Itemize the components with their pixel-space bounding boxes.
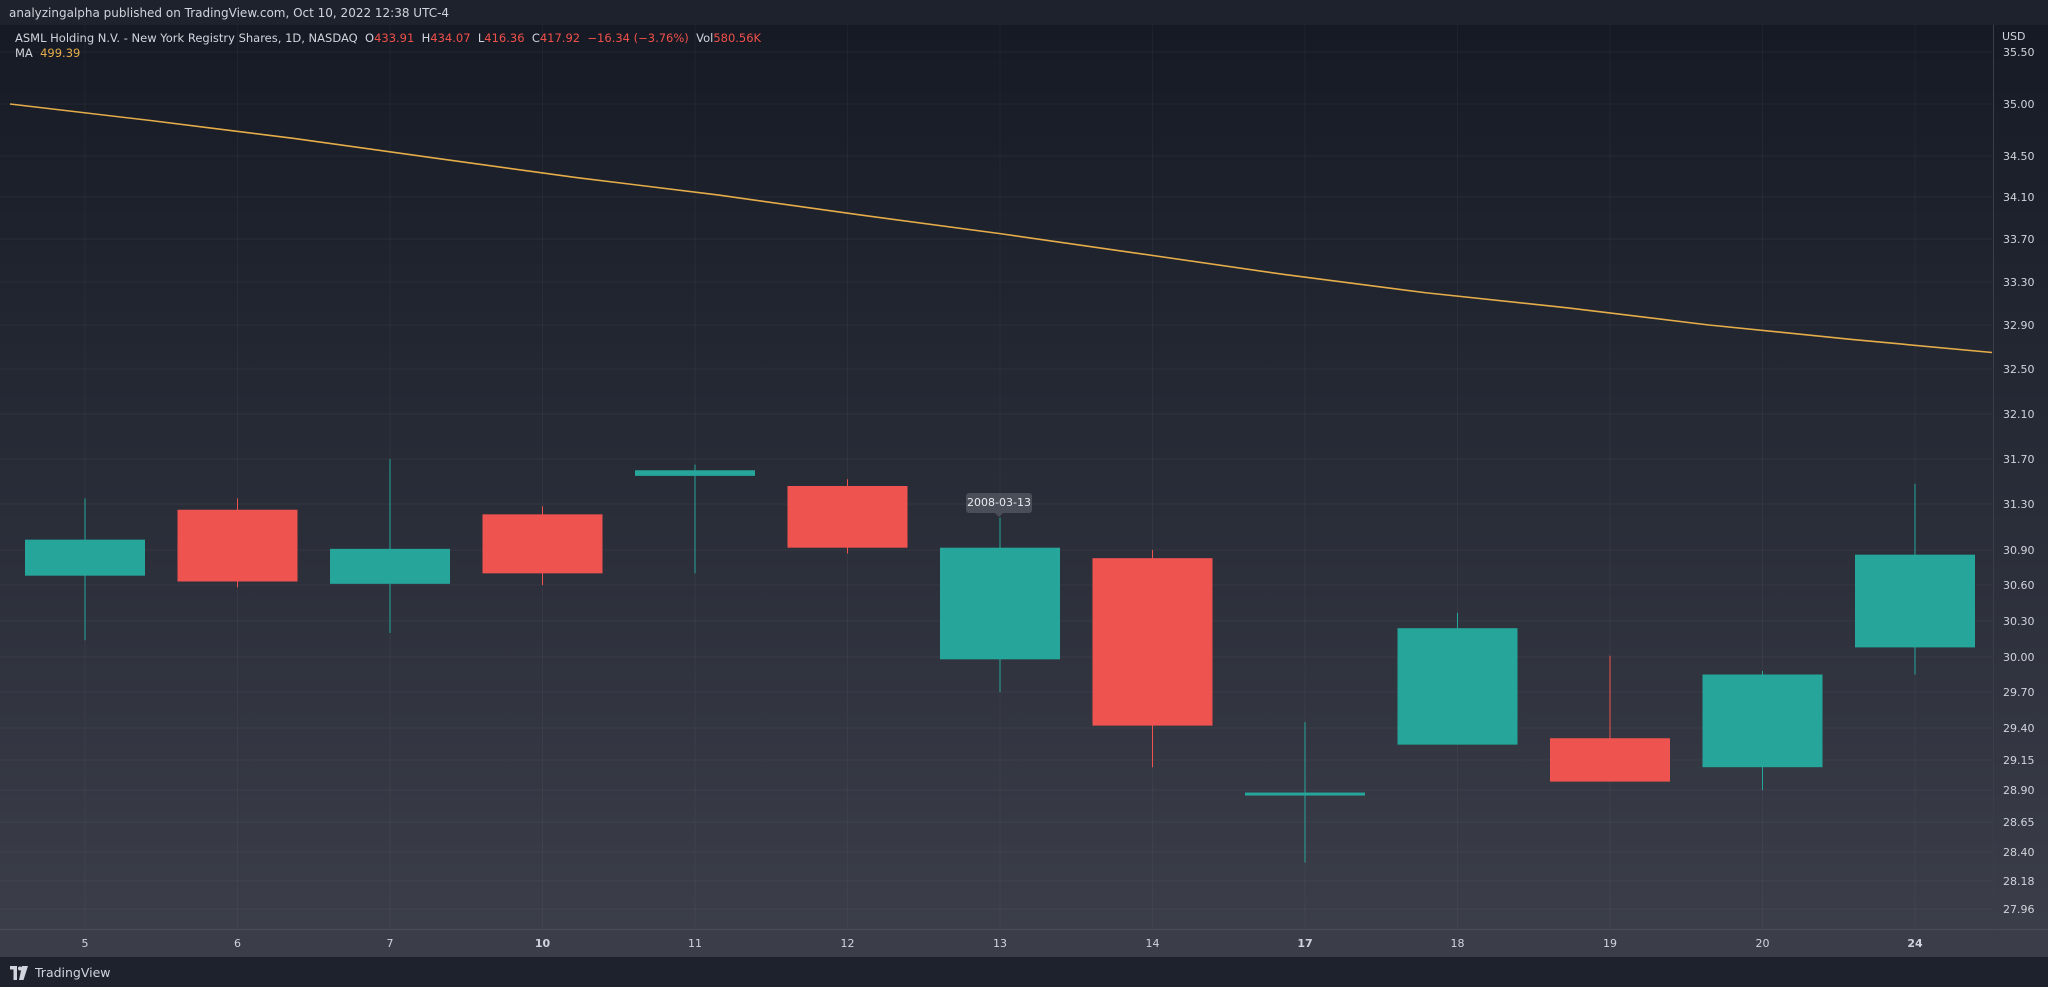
x-tick-label: 11	[688, 937, 702, 950]
ma-line	[9, 103, 1993, 354]
candle-body	[177, 509, 298, 582]
footer-bar	[0, 957, 2048, 987]
candle-body	[1550, 738, 1670, 782]
volume-value: 580.56K	[713, 31, 762, 45]
y-tick-label: 30.30	[2003, 615, 2035, 628]
y-tick-label: 29.70	[2003, 686, 2035, 699]
candle-body	[1397, 628, 1518, 745]
x-tick-label: 6	[234, 937, 241, 950]
low-label: L	[477, 31, 485, 45]
publish-info-text: analyzingalpha published on TradingView.…	[9, 6, 450, 20]
y-tick-label: 30.00	[2003, 651, 2035, 664]
price-axis[interactable]	[1993, 25, 2048, 929]
x-tick-labels: 5 6 7 10 11 12 13 14 17 18 19 20 24	[82, 937, 1923, 950]
candle-body	[940, 547, 1060, 660]
time-axis[interactable]	[0, 929, 1993, 958]
x-tick-label: 19	[1603, 937, 1617, 950]
y-tick-label: 32.10	[2003, 408, 2035, 421]
x-tick-label: 7	[387, 937, 394, 950]
tradingview-logo[interactable]: TradingView	[9, 965, 111, 980]
y-tick-label: 30.60	[2003, 579, 2035, 592]
x-tick-label: 12	[841, 937, 855, 950]
y-tick-label: 28.65	[2003, 816, 2035, 829]
symbol-name[interactable]: ASML Holding N.V. - New York Registry Sh…	[15, 31, 358, 45]
x-tick-label: 10	[535, 937, 551, 950]
candle-body	[635, 470, 755, 476]
y-tick-label: 34.50	[2003, 150, 2035, 163]
close-value: 417.92	[539, 31, 581, 45]
x-tick-label: 24	[1907, 937, 1923, 950]
y-tick-label: 29.15	[2003, 754, 2035, 767]
y-tick-label: 34.10	[2003, 191, 2035, 204]
ma-label[interactable]: MA	[15, 46, 33, 60]
x-tick-label: 18	[1451, 937, 1465, 950]
volume-label: Vol	[696, 31, 714, 45]
change-value: −16.34 (−3.76%)	[587, 31, 689, 45]
open-value: 433.91	[374, 31, 415, 45]
currency-label: USD	[2002, 30, 2026, 43]
axis-corner	[1993, 929, 2048, 958]
tradingview-brand: TradingView	[35, 965, 111, 980]
y-tick-label: 35.00	[2003, 98, 2035, 111]
candle-body	[25, 539, 145, 576]
candle-body	[1245, 792, 1365, 796]
y-tick-label: 32.50	[2003, 363, 2035, 376]
y-tick-label: 28.90	[2003, 784, 2035, 797]
legend-ma-row: MA 499.39	[15, 46, 761, 61]
tradingview-logo-icon	[10, 965, 28, 980]
ma-layer	[9, 103, 1993, 354]
date-tooltip: 2008-03-13	[966, 493, 1032, 517]
chart-legend: ASML Holding N.V. - New York Registry Sh…	[15, 31, 761, 61]
candle-body	[787, 486, 908, 548]
legend-symbol-row: ASML Holding N.V. - New York Registry Sh…	[15, 31, 761, 46]
y-tick-label: 35.50	[2003, 46, 2035, 59]
y-tick-label: 31.30	[2003, 498, 2035, 511]
y-tick-label: 33.30	[2003, 276, 2035, 289]
candle-body	[1092, 558, 1213, 726]
y-tick-label: 31.70	[2003, 453, 2035, 466]
x-tick-label: 14	[1146, 937, 1160, 950]
y-tick-labels: 35.50 35.00 34.50 34.10 33.70 33.30 32.90 32.50…	[2003, 46, 2035, 916]
high-label: H	[421, 31, 431, 45]
x-tick-label: 13	[993, 937, 1007, 950]
publish-info-bar: analyzingalpha published on TradingView.…	[0, 0, 2048, 25]
close-label: C	[531, 31, 540, 45]
candle-body	[330, 548, 450, 584]
y-tick-label: 28.40	[2003, 846, 2035, 859]
y-tick-label: 29.40	[2003, 722, 2035, 735]
y-tick-label: 32.90	[2003, 319, 2035, 332]
candle-body	[1702, 674, 1823, 768]
x-tick-label: 5	[82, 937, 89, 950]
candle-body	[1855, 554, 1975, 648]
y-tick-label: 33.70	[2003, 233, 2035, 246]
y-tick-label: 30.90	[2003, 544, 2035, 557]
y-tick-label: 27.96	[2003, 903, 2035, 916]
open-label: O	[365, 31, 375, 45]
high-value: 434.07	[430, 31, 471, 45]
y-tick-label: 28.18	[2003, 875, 2035, 888]
x-tick-label: 17	[1297, 937, 1312, 950]
x-tick-label: 20	[1756, 937, 1770, 950]
low-value: 416.36	[484, 31, 525, 45]
candles-layer	[25, 459, 1975, 863]
candle-body	[482, 514, 603, 574]
ma-value: 499.39	[40, 46, 81, 60]
grid-lines	[0, 25, 1992, 929]
